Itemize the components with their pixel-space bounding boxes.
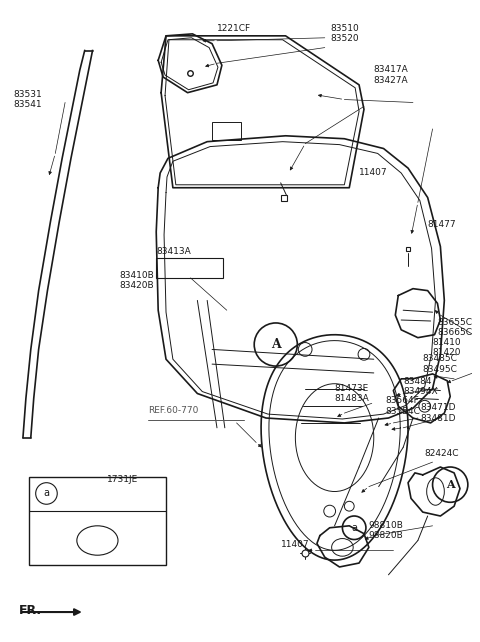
Text: 98810B
98820B: 98810B 98820B [369, 521, 404, 541]
Text: 83564F
83554C: 83564F 83554C [385, 397, 420, 416]
Text: 83471D
83481D: 83471D 83481D [421, 403, 456, 422]
Text: 83531
83541: 83531 83541 [13, 90, 42, 109]
Text: A: A [271, 338, 281, 351]
Text: 83485C
83495C: 83485C 83495C [423, 354, 457, 374]
Text: 82424C: 82424C [425, 449, 459, 458]
Bar [29, 477, 166, 565]
Text: 1221CF: 1221CF [217, 24, 251, 33]
Text: FR.: FR. [19, 604, 42, 617]
Text: 83410B
83420B: 83410B 83420B [119, 271, 154, 290]
Text: REF.60-770: REF.60-770 [148, 406, 199, 415]
Text: A: A [446, 479, 455, 490]
Text: 83655C
83665C: 83655C 83665C [437, 318, 472, 338]
Text: a: a [44, 489, 49, 498]
Text: 81473E
81483A: 81473E 81483A [335, 384, 369, 403]
FancyBboxPatch shape [156, 258, 223, 278]
FancyBboxPatch shape [212, 122, 241, 140]
Text: 83417A
83427A: 83417A 83427A [374, 65, 408, 85]
Text: 81410
81420: 81410 81420 [432, 338, 461, 357]
Text: 83413A: 83413A [156, 247, 191, 256]
Text: 11407: 11407 [281, 539, 309, 548]
Text: 81477: 81477 [428, 220, 456, 229]
Text: 83484
83494X: 83484 83494X [403, 377, 438, 396]
Text: a: a [351, 523, 357, 533]
Text: 83510
83520: 83510 83520 [331, 24, 360, 44]
Text: 11407: 11407 [359, 168, 388, 177]
Text: 1731JE: 1731JE [107, 475, 138, 484]
